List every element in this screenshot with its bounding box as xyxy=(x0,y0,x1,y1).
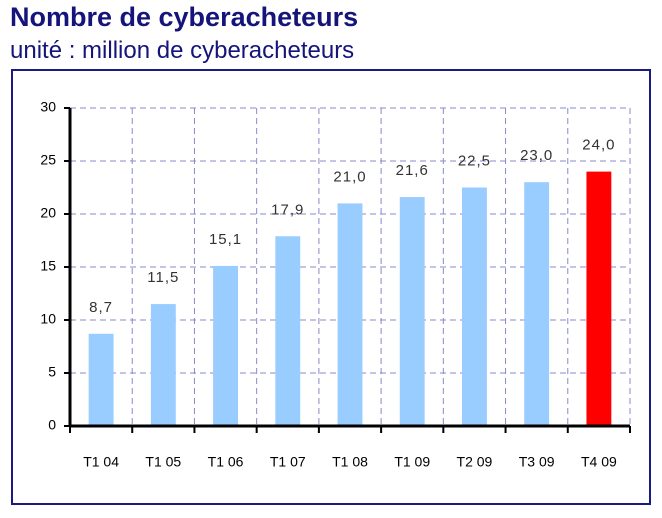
value-label: 15,1 xyxy=(209,231,242,248)
bar xyxy=(462,187,487,426)
bar xyxy=(586,171,612,426)
x-tick-label: T3 09 xyxy=(519,454,555,470)
value-label: 11,5 xyxy=(147,269,179,286)
bar xyxy=(337,203,363,426)
chart-title: Nombre de cyberacheteurs xyxy=(10,2,358,32)
y-tick-label: 0 xyxy=(48,417,56,433)
bar xyxy=(524,182,550,426)
y-tick-label: 25 xyxy=(40,152,56,168)
bar xyxy=(88,333,114,426)
y-tick-label: 10 xyxy=(40,311,56,327)
value-label: 21,6 xyxy=(396,162,429,179)
y-tick-label: 15 xyxy=(40,258,56,274)
y-tick-label: 20 xyxy=(40,205,56,221)
x-tick-label: T1 07 xyxy=(270,454,306,470)
value-label: 17,9 xyxy=(271,201,304,218)
bar xyxy=(213,265,238,426)
x-tick-label: T1 06 xyxy=(208,454,244,470)
value-label: 21,0 xyxy=(333,168,366,185)
x-tick-label: T2 09 xyxy=(457,454,493,470)
bar xyxy=(399,197,425,426)
y-tick-label: 5 xyxy=(48,364,56,380)
y-tick-label: 30 xyxy=(40,99,56,115)
value-label: 8,7 xyxy=(89,299,113,316)
chart-subtitle: unité : million de cyberacheteurs xyxy=(10,37,354,64)
x-tick-label: T1 05 xyxy=(145,454,181,470)
value-label: 24,0 xyxy=(582,137,615,154)
x-tick-label: T1 08 xyxy=(332,454,368,470)
value-label: 23,0 xyxy=(520,147,553,164)
bar xyxy=(150,304,176,426)
x-tick-label: T1 09 xyxy=(394,454,430,470)
value-label: 22,5 xyxy=(458,153,491,170)
bar xyxy=(275,236,301,426)
x-tick-label: T4 09 xyxy=(581,454,617,470)
chart-frame xyxy=(11,69,651,505)
x-tick-label: T1 04 xyxy=(83,454,119,470)
